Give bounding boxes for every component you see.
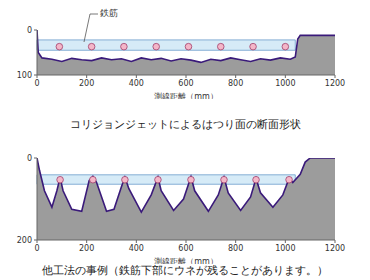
svg-text:0: 0 <box>27 154 32 163</box>
svg-text:600: 600 <box>178 79 193 88</box>
svg-text:400: 400 <box>129 79 144 88</box>
html-text:コリジョンジェットによるはつり面の断面形状: コリジョンジェットによるはつり面の断面形状 <box>69 118 301 131</box>
svg-text:400: 400 <box>129 244 144 253</box>
svg-text:200: 200 <box>79 244 94 253</box>
svg-text:0: 0 <box>34 79 39 88</box>
svg-text:200: 200 <box>17 236 32 245</box>
svg-text:測線距離（mm）: 測線距離（mm） <box>154 257 218 264</box>
svg-text:800: 800 <box>228 79 243 88</box>
svg-text:600: 600 <box>178 244 193 253</box>
svg-text:測線距離（mm）: 測線距離（mm） <box>154 92 218 99</box>
svg-text:0: 0 <box>34 244 39 253</box>
svg-text:1200: 1200 <box>325 79 345 88</box>
svg-text:800: 800 <box>228 244 243 253</box>
svg-text:200: 200 <box>79 79 94 88</box>
svg-text:1000: 1000 <box>275 79 295 88</box>
html-text:他工法の事例（鉄筋下部にウネが残ることがあります。）: 他工法の事例（鉄筋下部にウネが残ることがあります。） <box>42 264 328 277</box>
svg-text:1000: 1000 <box>275 244 295 253</box>
html-text:鉄筋: 鉄筋 <box>100 8 118 18</box>
svg-text:1200: 1200 <box>325 244 345 253</box>
svg-text:100: 100 <box>17 71 32 80</box>
svg-text:0: 0 <box>27 26 32 35</box>
